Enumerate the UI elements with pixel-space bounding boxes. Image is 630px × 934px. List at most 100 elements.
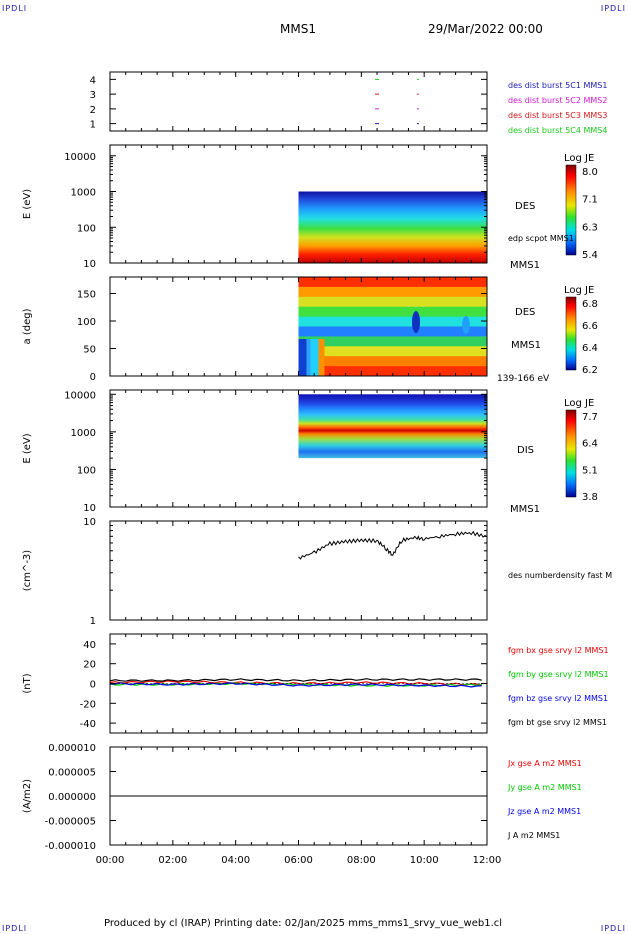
y-tick-label: 100 [77,223,96,234]
dis-energy-spectrogram [298,394,487,459]
colorbar-tick-label: 7.7 [582,412,598,423]
colorbar-tick-label: 5.4 [582,250,598,261]
y-axis-label: E (eV) [22,433,33,463]
pitch-angle-band [298,316,487,327]
y-axis-label: a (deg) [22,308,33,344]
colorbar-dis_energy [565,409,577,498]
colorbar-tick-label: 6.4 [582,343,598,354]
pitch-angle-patch [310,339,319,376]
colorbar-title: Log JE [564,153,594,164]
pitch-angle-band [298,277,487,288]
colorbar-tick-label: 7.1 [582,195,598,206]
panel-label-secondary: edp scpot MMS1 [508,234,574,243]
y-tick-label: 1000 [71,428,96,439]
pitch-angle-band [298,306,487,318]
y-tick-label: 0 [90,680,96,691]
y-tick-label: 0.000005 [48,768,96,779]
y-tick-label: 150 [77,290,96,301]
pitch-angle-band [298,336,487,347]
legend-entry: des dist burst 5C4 MMS4 [508,126,607,135]
colorbar-tick-label: 6.3 [582,222,598,233]
x-tick-label: 08:00 [347,855,376,866]
bfield-series-line [109,678,482,682]
pitch-angle-band [298,356,487,367]
colorbar-tick-label: 6.4 [582,439,598,450]
colorbar-tick-label: 5.1 [582,465,598,476]
y-tick-label: 10 [83,259,96,270]
x-tick-label: 12:00 [473,855,502,866]
panel-label: DES [515,201,535,212]
panel-label-spacecraft: MMS1 [511,340,541,351]
y-tick-label: 2 [90,105,96,116]
panel-label-spacecraft: MMS1 [510,260,540,271]
corner-mark-top-right: IPDLI [600,4,626,13]
y-tick-label: 40 [83,640,96,651]
y-axis-label: (A/m2) [22,779,33,813]
bfield-series-line [109,680,482,686]
spacecraft-title: MMS1 [280,22,316,36]
colorbar-tick-label: 3.8 [582,492,598,503]
y-tick-label: 1000 [71,188,96,199]
y-axis-label: (nT) [22,673,33,693]
corner-mark-bottom-left: IPDLI [2,924,28,933]
x-tick-label: 06:00 [284,855,313,866]
colorbar-tick-label: 6.2 [582,365,598,376]
density-series-line [298,530,488,560]
legend-entry: J A m2 MMS1 [507,831,560,840]
des-energy-spectrogram [298,191,487,263]
y-tick-label: 100 [77,465,96,476]
x-tick-label: 02:00 [158,855,187,866]
date-title: 29/Mar/2022 00:00 [428,22,543,36]
pitch-angle-patch [412,311,420,333]
corner-mark-top-left: IPDLI [2,4,28,13]
legend-entry: des numberdensity fast M [508,571,612,580]
y-axis-label: E (eV) [22,189,33,219]
y-tick-label: 3 [90,90,96,101]
panel-label: DIS [517,445,534,456]
colorbar-title: Log JE [564,398,594,409]
y-tick-label: 0.000000 [48,792,96,803]
panel-frame-burst [109,71,488,132]
y-tick-label: -0.000010 [45,841,96,852]
panel-label-spacecraft: MMS1 [510,504,540,515]
y-tick-label: 10 [83,517,96,528]
y-axis-label: (cm^-3) [22,550,33,591]
y-tick-label: 50 [83,345,96,356]
footer-credit: Produced by cl (IRAP) Printing date: 02/… [104,918,503,929]
legend-entry: Jx gse A m2 MMS1 [507,759,582,768]
colorbar-tick-label: 8.0 [582,167,598,178]
y-tick-label: 4 [90,75,96,86]
colorbar-des_energy [565,164,577,256]
pitch-angle-patch [306,339,311,376]
pitch-angle-patch [298,339,307,376]
y-tick-label: 1 [90,120,96,131]
colorbar-des_pitch [565,296,577,371]
colorbar-title: Log JE [564,285,594,296]
bfield-series-line [109,682,482,688]
y-tick-label: -0.000005 [45,817,96,828]
x-tick-label: 10:00 [410,855,439,866]
corner-mark-bottom-right: IPDLI [600,924,626,933]
legend-entry: Jy gse A m2 MMS1 [507,783,582,792]
x-tick-label: 00:00 [96,855,125,866]
y-tick-label: 10000 [64,152,96,163]
pitch-angle-band [298,296,487,308]
y-tick-label: 0 [90,372,96,383]
pitch-angle-band [298,326,487,337]
y-tick-label: 20 [83,660,96,671]
pitch-angle-patch [318,339,325,376]
legend-entry: fgm by gse srvy l2 MMS1 [508,670,609,679]
panel-frame-density [109,520,488,621]
legend-entry: fgm bz gse srvy l2 MMS1 [508,694,608,703]
panel-label: DES [515,307,535,318]
colorbar-tick-label: 6.8 [582,299,598,310]
y-tick-label: 0.000010 [48,743,96,754]
colorbar-tick-label: 6.6 [582,321,598,332]
y-tick-label: 100 [77,317,96,328]
legend-entry: des dist burst 5C2 MMS2 [508,96,607,105]
pitch-angle-patch [462,316,470,334]
y-tick-label: -40 [80,719,96,730]
pitch-angle-band [298,366,487,377]
pitch-angle-band [298,346,487,357]
